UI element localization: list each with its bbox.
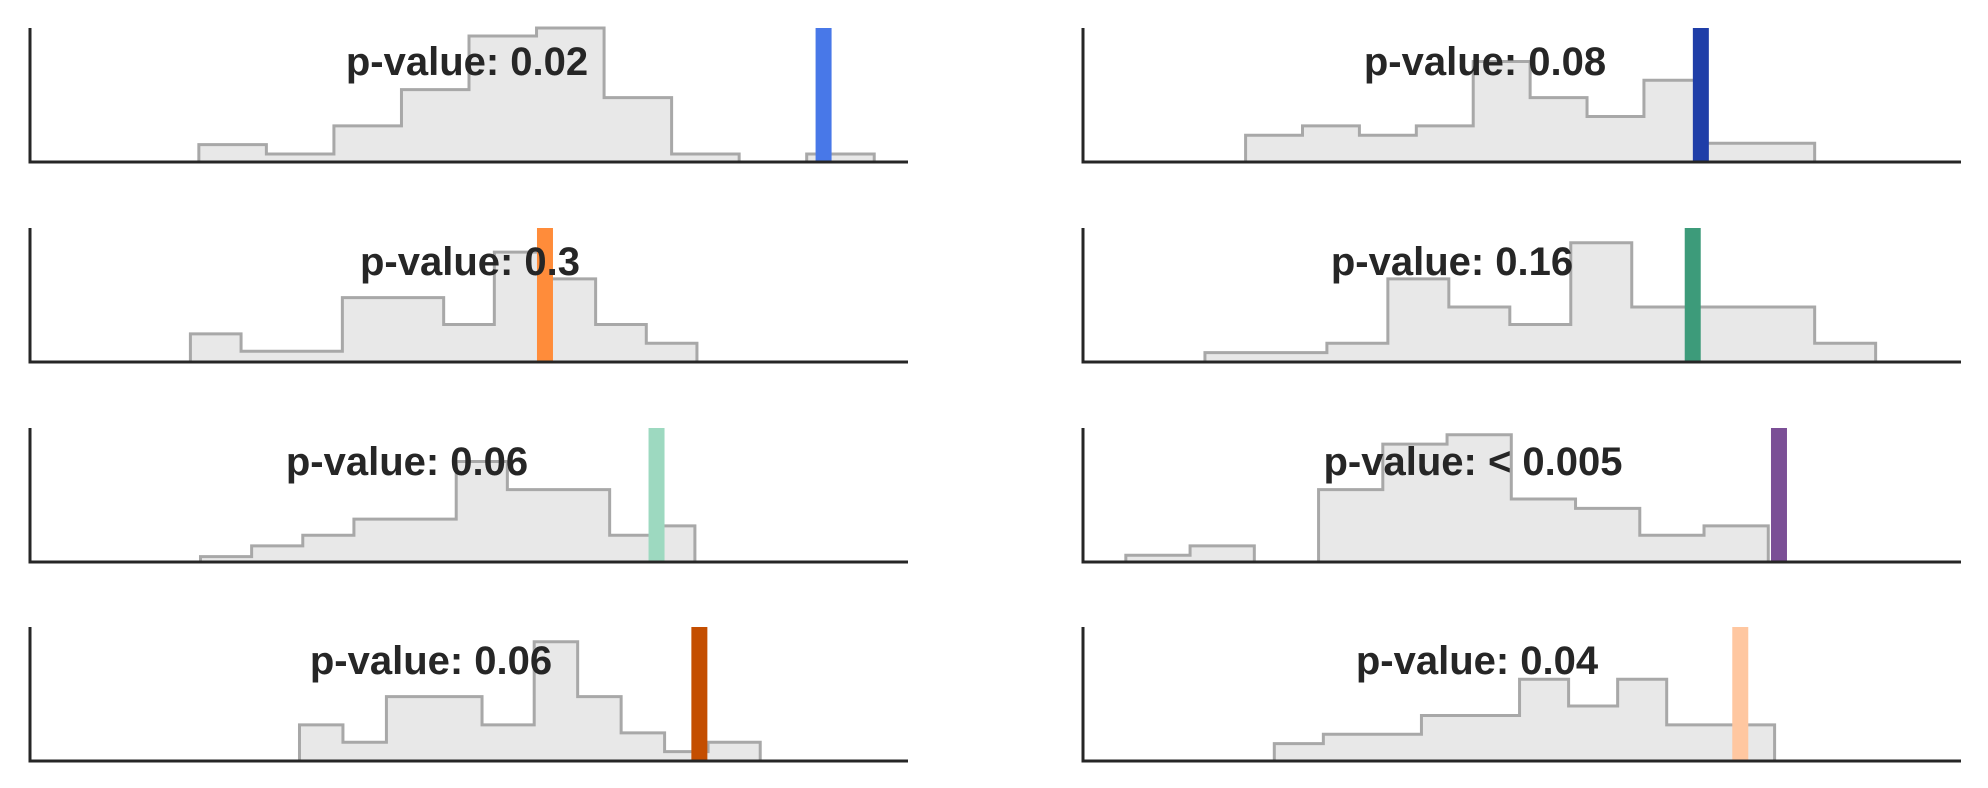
p-value-label: p-value: 0.06 (286, 440, 528, 484)
histogram-fill (299, 641, 761, 761)
axis-spines (28, 28, 908, 164)
histogram-outline (188, 250, 699, 362)
histogram-panel-8: p-value: 0.04 (1081, 627, 1961, 763)
panels: p-value: 0.02 p-value: 0.3 p-value: 0.06 p-… (28, 26, 1961, 763)
p-value-label: p-value: 0.02 (346, 40, 588, 84)
histogram-outline (1203, 241, 1937, 364)
axis-spines (28, 627, 908, 763)
histogram-fill (200, 461, 695, 562)
histogram-panel-4: p-value: 0.06 (28, 627, 908, 763)
histogram-fill (1274, 679, 1775, 761)
histogram-fill (1125, 434, 1769, 562)
histogram-panel-7: p-value: < 0.005 (1081, 428, 1961, 564)
axis-spines (28, 428, 908, 564)
observed-value-bar (1692, 28, 1709, 162)
axis-spines (1081, 428, 1961, 564)
axis-spines (1081, 28, 1961, 164)
histogram-fill (1245, 61, 1815, 162)
observed-value-bar (536, 228, 553, 362)
p-value-label: p-value: 0.04 (1356, 639, 1599, 683)
axis-spines (1081, 228, 1961, 364)
axis-spines (1081, 627, 1961, 763)
observed-value-bar (648, 428, 665, 562)
histogram-panel-1: p-value: 0.02 (28, 26, 908, 164)
axis-spines (28, 228, 908, 364)
observed-value-bar (815, 28, 832, 162)
histogram-fill (198, 28, 875, 162)
observed-value-bar (1770, 428, 1787, 562)
p-value-label: p-value: 0.08 (1364, 40, 1606, 84)
histogram-panel-2: p-value: 0.3 (28, 228, 908, 364)
histogram-outline (1124, 433, 1770, 564)
histogram-panel-6: p-value: 0.16 (1081, 228, 1961, 364)
observed-value-bar (1732, 627, 1749, 761)
p-value-label: p-value: 0.16 (1331, 240, 1573, 284)
histogram-panel-3: p-value: 0.06 (28, 428, 908, 564)
observed-value-bar (691, 627, 708, 761)
histogram-outline (1272, 677, 1777, 761)
histogram-panel-5: p-value: 0.08 (1081, 28, 1961, 164)
p-value-label: p-value: < 0.005 (1323, 440, 1622, 484)
observed-value-bar (1684, 228, 1701, 362)
p-value-label: p-value: 0.06 (310, 639, 552, 683)
p-value-label: p-value: 0.3 (360, 240, 580, 284)
